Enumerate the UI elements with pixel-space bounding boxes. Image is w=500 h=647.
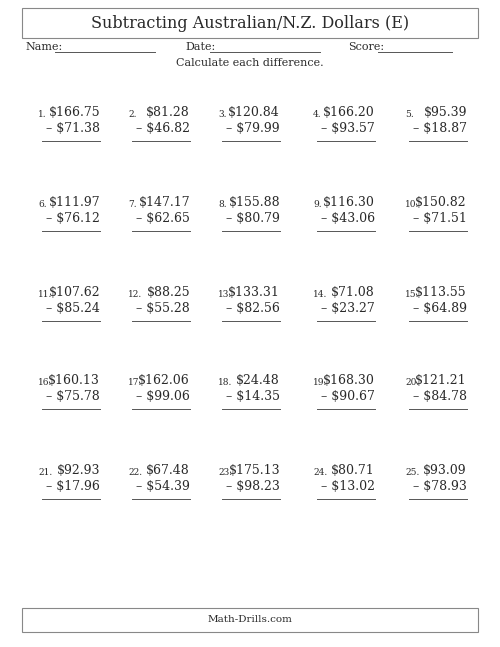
Text: $160.13: $160.13 (48, 374, 100, 387)
Text: – $90.67: – $90.67 (321, 390, 375, 403)
Text: 3.: 3. (218, 110, 226, 119)
Text: Name:: Name: (25, 42, 62, 52)
Text: $120.84: $120.84 (228, 106, 280, 119)
Text: – $43.06: – $43.06 (321, 212, 375, 225)
Text: 11.: 11. (38, 290, 52, 299)
Text: – $13.02: – $13.02 (321, 480, 375, 493)
Text: $166.20: $166.20 (323, 106, 375, 119)
Text: Calculate each difference.: Calculate each difference. (176, 58, 324, 68)
Text: – $71.38: – $71.38 (46, 122, 100, 135)
Text: $80.71: $80.71 (331, 464, 375, 477)
Text: $24.48: $24.48 (236, 374, 280, 387)
Text: – $71.51: – $71.51 (413, 212, 467, 225)
Text: 24.: 24. (313, 468, 327, 477)
Text: 10.: 10. (405, 200, 419, 209)
Text: – $84.78: – $84.78 (413, 390, 467, 403)
Text: – $18.87: – $18.87 (413, 122, 467, 135)
Text: – $93.57: – $93.57 (321, 122, 375, 135)
Text: – $23.27: – $23.27 (321, 302, 375, 315)
Text: $81.28: $81.28 (146, 106, 190, 119)
Text: $175.13: $175.13 (228, 464, 280, 477)
Text: $88.25: $88.25 (146, 286, 190, 299)
Text: $116.30: $116.30 (323, 196, 375, 209)
Text: $166.75: $166.75 (48, 106, 100, 119)
Text: 16.: 16. (38, 378, 52, 387)
Text: Math-Drills.com: Math-Drills.com (208, 615, 292, 624)
Text: $147.17: $147.17 (138, 196, 190, 209)
Text: 23.: 23. (218, 468, 232, 477)
Text: 1.: 1. (38, 110, 46, 119)
Text: – $78.93: – $78.93 (413, 480, 467, 493)
Text: $113.55: $113.55 (416, 286, 467, 299)
Text: 9.: 9. (313, 200, 322, 209)
Text: $71.08: $71.08 (331, 286, 375, 299)
Text: $168.30: $168.30 (323, 374, 375, 387)
Text: 17.: 17. (128, 378, 142, 387)
Text: 25.: 25. (405, 468, 419, 477)
Text: Score:: Score: (348, 42, 384, 52)
Text: Subtracting Australian/N.Z. Dollars (E): Subtracting Australian/N.Z. Dollars (E) (91, 14, 409, 32)
Text: 2.: 2. (128, 110, 136, 119)
Text: – $54.39: – $54.39 (136, 480, 190, 493)
Text: – $62.65: – $62.65 (136, 212, 190, 225)
Text: 4.: 4. (313, 110, 322, 119)
Text: 6.: 6. (38, 200, 46, 209)
Text: $107.62: $107.62 (48, 286, 100, 299)
Text: $133.31: $133.31 (228, 286, 280, 299)
FancyBboxPatch shape (22, 8, 478, 38)
Text: 18.: 18. (218, 378, 232, 387)
Text: $121.21: $121.21 (416, 374, 467, 387)
Text: – $82.56: – $82.56 (226, 302, 280, 315)
Text: – $80.79: – $80.79 (226, 212, 280, 225)
Text: $95.39: $95.39 (424, 106, 467, 119)
Text: – $64.89: – $64.89 (413, 302, 467, 315)
Text: $67.48: $67.48 (146, 464, 190, 477)
Text: 7.: 7. (128, 200, 136, 209)
Text: 5.: 5. (405, 110, 414, 119)
Text: $150.82: $150.82 (416, 196, 467, 209)
Text: Date:: Date: (185, 42, 215, 52)
Text: – $46.82: – $46.82 (136, 122, 190, 135)
Text: 14.: 14. (313, 290, 328, 299)
Text: $111.97: $111.97 (48, 196, 100, 209)
FancyBboxPatch shape (22, 608, 478, 632)
Text: $155.88: $155.88 (228, 196, 280, 209)
Text: – $76.12: – $76.12 (46, 212, 100, 225)
Text: 15.: 15. (405, 290, 419, 299)
Text: – $75.78: – $75.78 (46, 390, 100, 403)
Text: – $14.35: – $14.35 (226, 390, 280, 403)
Text: 21.: 21. (38, 468, 52, 477)
Text: 12.: 12. (128, 290, 142, 299)
Text: $92.93: $92.93 (56, 464, 100, 477)
Text: $93.09: $93.09 (424, 464, 467, 477)
Text: $162.06: $162.06 (138, 374, 190, 387)
Text: 8.: 8. (218, 200, 226, 209)
Text: – $79.99: – $79.99 (226, 122, 280, 135)
Text: – $99.06: – $99.06 (136, 390, 190, 403)
Text: 19.: 19. (313, 378, 328, 387)
Text: – $98.23: – $98.23 (226, 480, 280, 493)
Text: – $55.28: – $55.28 (136, 302, 190, 315)
Text: – $17.96: – $17.96 (46, 480, 100, 493)
Text: – $85.24: – $85.24 (46, 302, 100, 315)
Text: 20.: 20. (405, 378, 419, 387)
Text: 22.: 22. (128, 468, 142, 477)
Text: 13.: 13. (218, 290, 232, 299)
